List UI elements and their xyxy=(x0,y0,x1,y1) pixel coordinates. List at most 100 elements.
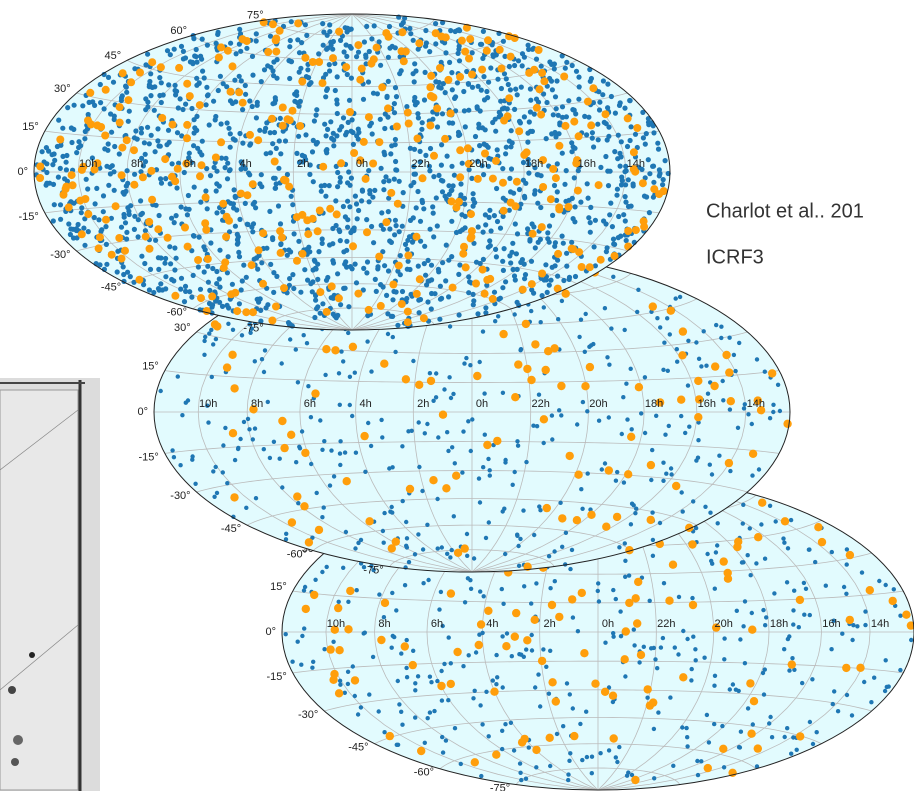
defining-source-dot xyxy=(415,39,423,47)
source-dot xyxy=(255,297,260,302)
source-dot xyxy=(538,205,543,210)
source-dot xyxy=(790,656,794,660)
ra-label: 8h xyxy=(251,398,263,410)
source-dot xyxy=(568,692,572,696)
defining-source-dot xyxy=(688,540,696,548)
source-dot xyxy=(439,142,444,147)
defining-source-dot xyxy=(287,431,295,439)
source-dot xyxy=(481,230,486,235)
source-dot xyxy=(482,391,486,395)
defining-source-dot xyxy=(649,302,657,310)
source-dot xyxy=(108,171,113,176)
source-dot xyxy=(495,147,500,152)
source-dot xyxy=(471,696,475,700)
source-dot xyxy=(448,324,452,328)
source-dot xyxy=(759,522,763,526)
source-dot xyxy=(690,596,694,600)
source-dot xyxy=(390,314,395,319)
source-dot xyxy=(115,269,120,274)
ra-label: 2h xyxy=(544,618,556,630)
dec-label: -30° xyxy=(298,709,318,721)
source-dot xyxy=(369,224,374,229)
defining-source-dot xyxy=(212,154,220,162)
source-dot xyxy=(544,136,549,141)
source-dot xyxy=(494,254,499,259)
source-dot xyxy=(223,165,228,170)
source-dot xyxy=(504,76,509,81)
source-dot xyxy=(645,696,649,700)
defining-source-dot xyxy=(818,538,826,546)
source-dot xyxy=(720,724,724,728)
source-dot xyxy=(480,722,484,726)
source-dot xyxy=(101,209,106,214)
source-dot xyxy=(295,100,300,105)
source-dot xyxy=(462,361,466,365)
defining-source-dot xyxy=(108,251,116,259)
defining-source-dot xyxy=(568,245,576,253)
source-dot xyxy=(412,61,417,66)
source-dot xyxy=(244,506,248,510)
source-dot xyxy=(237,131,242,136)
source-dot xyxy=(561,278,566,283)
defining-source-dot xyxy=(788,660,796,668)
source-dot xyxy=(513,312,517,316)
defining-source-dot xyxy=(175,64,183,72)
source-dot xyxy=(568,751,572,755)
ra-label: 14h xyxy=(747,398,765,410)
source-dot xyxy=(320,515,324,519)
source-dot xyxy=(187,289,192,294)
source-dot xyxy=(590,755,594,759)
source-dot xyxy=(502,246,507,251)
defining-source-dot xyxy=(278,234,286,242)
defining-source-dot xyxy=(507,53,515,61)
source-dot xyxy=(564,251,569,256)
defining-source-dot xyxy=(441,135,449,143)
source-dot xyxy=(121,264,126,269)
defining-source-dot xyxy=(479,266,487,274)
source-dot xyxy=(647,210,652,215)
defining-source-dot xyxy=(667,307,675,315)
defining-source-dot xyxy=(758,499,766,507)
dec-label: 0° xyxy=(137,406,148,418)
source-dot xyxy=(155,126,160,131)
source-dot xyxy=(500,285,505,290)
source-dot xyxy=(782,541,786,545)
source-dot xyxy=(342,49,347,54)
source-dot xyxy=(123,220,128,225)
defining-source-dot xyxy=(624,470,632,478)
source-dot xyxy=(423,70,428,75)
source-dot xyxy=(198,287,203,292)
source-dot xyxy=(505,631,509,635)
source-dot xyxy=(423,741,427,745)
defining-source-dot xyxy=(647,461,655,469)
source-dot xyxy=(542,441,546,445)
source-dot xyxy=(463,600,467,604)
source-dot xyxy=(210,375,214,379)
source-dot xyxy=(487,215,492,220)
source-dot xyxy=(176,105,181,110)
source-dot xyxy=(143,96,148,101)
source-dot xyxy=(385,311,390,316)
defining-source-dot xyxy=(400,57,408,65)
source-dot xyxy=(56,118,61,123)
source-dot xyxy=(392,177,397,182)
source-dot xyxy=(348,264,353,269)
source-dot xyxy=(836,709,840,713)
source-dot xyxy=(515,231,520,236)
source-dot xyxy=(93,201,98,206)
source-dot xyxy=(334,223,339,228)
old-photo xyxy=(0,378,100,791)
dec-label: 75° xyxy=(247,9,264,21)
defining-source-dot xyxy=(402,375,410,383)
source-dot xyxy=(791,735,795,739)
source-dot xyxy=(211,469,215,473)
source-dot xyxy=(304,33,309,38)
defining-source-dot xyxy=(889,597,897,605)
source-dot xyxy=(363,55,368,60)
source-dot xyxy=(410,429,414,433)
source-dot xyxy=(240,278,245,283)
source-dot xyxy=(617,151,622,156)
defining-source-dot xyxy=(335,28,343,36)
source-dot xyxy=(247,427,251,431)
source-dot xyxy=(630,427,634,431)
